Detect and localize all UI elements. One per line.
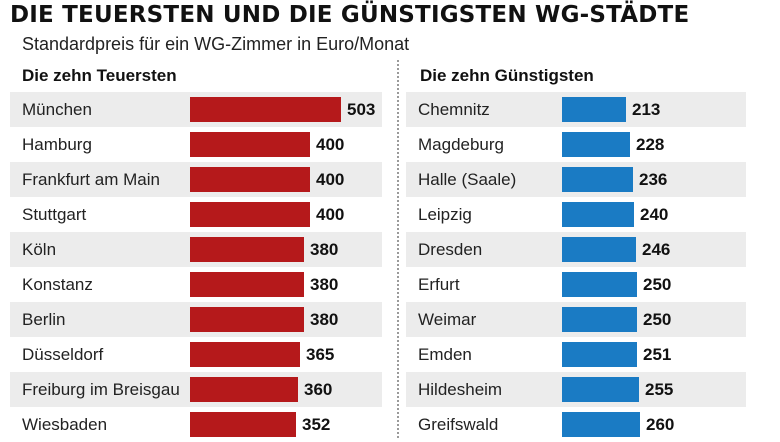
expensive-value-label: 365 <box>306 345 335 364</box>
cheap-row: Greifswald 260 <box>406 407 746 442</box>
cheap-value-label: 240 <box>640 205 669 224</box>
cheap-value-label: 250 <box>643 310 672 329</box>
cheap-city-label: Magdeburg <box>418 135 505 154</box>
cheap-value-label: 236 <box>639 170 668 189</box>
cheap-bar <box>562 202 634 227</box>
expensive-row: Hamburg 400 <box>10 127 382 162</box>
cheap-city-label: Emden <box>418 345 472 364</box>
expensive-row: Frankfurt am Main 400 <box>10 162 382 197</box>
expensive-city-label: Hamburg <box>22 135 92 154</box>
expensive-city-label: Köln <box>22 240 57 259</box>
expensive-row: Düsseldorf 365 <box>10 337 382 372</box>
cheap-value-label: 213 <box>632 100 661 119</box>
expensive-bar <box>190 167 310 192</box>
cheap-bar <box>562 412 640 437</box>
expensive-bar <box>190 307 304 332</box>
expensive-city-label: Konstanz <box>22 275 93 294</box>
expensive-bar <box>190 97 341 122</box>
cheap-row: Leipzig 240 <box>406 197 746 232</box>
expensive-row: Konstanz 380 <box>10 267 382 302</box>
expensive-row: Berlin 380 <box>10 302 382 337</box>
cheap-bar <box>562 237 636 262</box>
cheap-row: Hildesheim 255 <box>406 372 746 407</box>
cheap-city-label: Erfurt <box>418 275 460 294</box>
cheap-bar <box>562 272 637 297</box>
cheap-value-label: 255 <box>645 380 674 399</box>
cheap-bar <box>562 342 637 367</box>
cheap-value-label: 251 <box>643 345 672 364</box>
expensive-bar <box>190 237 304 262</box>
expensive-value-label: 360 <box>304 380 333 399</box>
cheap-value-label: 260 <box>646 415 675 434</box>
cheap-city-label: Halle (Saale) <box>418 170 517 189</box>
cheap-city-label: Weimar <box>418 310 477 329</box>
cheap-bar <box>562 132 630 157</box>
cheap-row: Chemnitz 213 <box>406 92 746 127</box>
expensive-city-label: Stuttgart <box>22 205 87 224</box>
expensive-bar <box>190 132 310 157</box>
cheap-city-label: Chemnitz <box>418 100 490 119</box>
cheap-city-label: Dresden <box>418 240 483 259</box>
cheap-bar-list: Chemnitz 213 Magdeburg 228 Halle (Saale) 236 L… <box>406 92 746 442</box>
expensive-city-label: Freiburg im Breisgau <box>22 380 180 399</box>
expensive-value-label: 503 <box>347 100 376 119</box>
expensive-bar <box>190 202 310 227</box>
expensive-city-label: Frankfurt am Main <box>22 170 160 189</box>
cheap-value-label: 250 <box>643 275 672 294</box>
expensive-value-label: 380 <box>310 275 339 294</box>
expensive-city-label: Berlin <box>22 310 66 329</box>
expensive-bar <box>190 412 296 437</box>
cheap-city-label: Hildesheim <box>418 380 503 399</box>
expensive-value-label: 400 <box>316 135 345 154</box>
expensive-bar-list: München 503 Hamburg 400 Frankfurt am Main 400… <box>10 92 382 442</box>
cheap-bar <box>562 97 626 122</box>
cheap-row: Halle (Saale) 236 <box>406 162 746 197</box>
cheap-city-label: Leipzig <box>418 205 472 224</box>
expensive-value-label: 380 <box>310 310 339 329</box>
chart-title: DIE TEUERSTEN UND DIE GÜNSTIGSTEN WG-STÄ… <box>10 2 690 28</box>
expensive-value-label: 352 <box>302 415 331 434</box>
expensive-row: München 503 <box>10 92 382 127</box>
expensive-row: Köln 380 <box>10 232 382 267</box>
expensive-city-label: Düsseldorf <box>22 345 104 364</box>
cheap-city-label: Greifswald <box>418 415 499 434</box>
cheap-row: Erfurt 250 <box>406 267 746 302</box>
panel-divider <box>397 60 399 438</box>
cheap-bar <box>562 307 637 332</box>
chart-subtitle: Standardpreis für ein WG-Zimmer in Euro/… <box>22 34 410 54</box>
expensive-row: Stuttgart 400 <box>10 197 382 232</box>
cheap-bar <box>562 377 639 402</box>
cheap-row: Weimar 250 <box>406 302 746 337</box>
expensive-bar <box>190 272 304 297</box>
cheap-row: Emden 251 <box>406 337 746 372</box>
expensive-value-label: 400 <box>316 170 345 189</box>
expensive-city-label: Wiesbaden <box>22 415 108 434</box>
expensive-city-label: München <box>22 100 92 119</box>
expensive-value-label: 400 <box>316 205 345 224</box>
cheap-value-label: 228 <box>636 135 665 154</box>
expensive-bar <box>190 377 298 402</box>
cheap-row: Magdeburg 228 <box>406 127 746 162</box>
cheap-row: Dresden 246 <box>406 232 746 267</box>
cheap-bar <box>562 167 633 192</box>
expensive-row: Wiesbaden 352 <box>10 407 382 442</box>
expensive-value-label: 380 <box>310 240 339 259</box>
cheap-value-label: 246 <box>642 240 671 259</box>
panel-title-cheap: Die zehn Günstigsten <box>420 66 594 85</box>
expensive-bar <box>190 342 300 367</box>
panel-title-expensive: Die zehn Teuersten <box>22 66 177 85</box>
expensive-row: Freiburg im Breisgau 360 <box>10 372 382 407</box>
